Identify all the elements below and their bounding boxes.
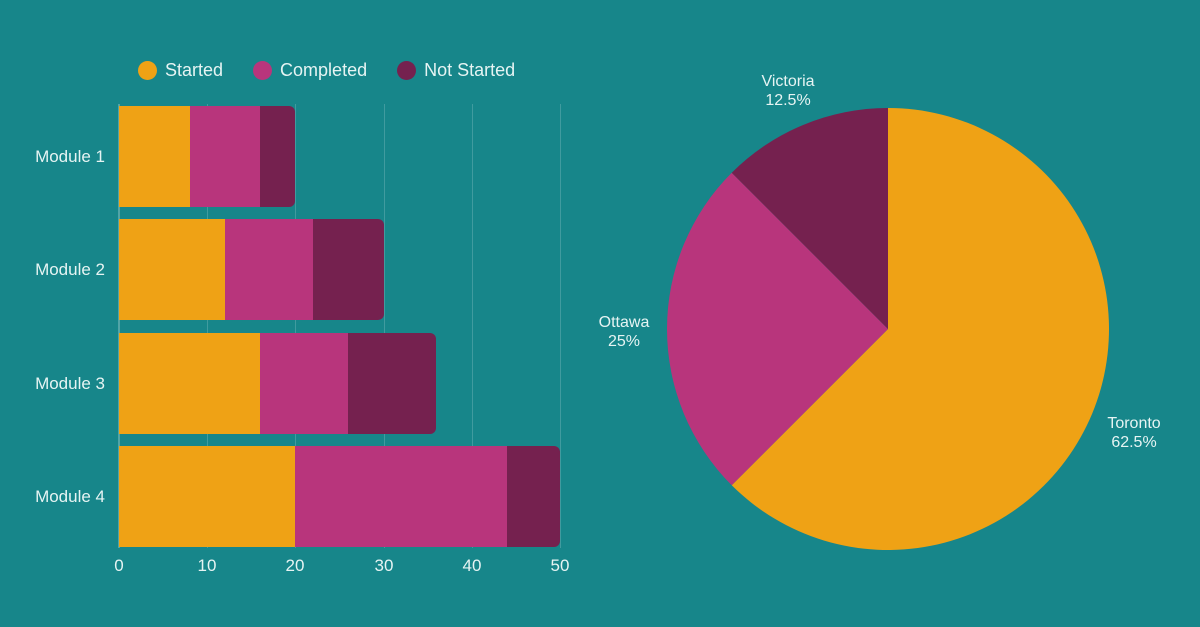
pie-label-toronto: Toronto 62.5% [1107, 414, 1160, 452]
segment-not-started [348, 333, 437, 434]
slice-name: Toronto [1107, 415, 1161, 432]
x-tick-label: 0 [114, 556, 124, 575]
slice-name: Ottawa [598, 314, 650, 331]
bar-module [119, 446, 560, 547]
pie-slice-victoria [731, 108, 888, 329]
gridline [384, 104, 385, 548]
legend-item-completed: Completed [253, 60, 367, 81]
pie-slice-ottawa [667, 172, 888, 486]
category-label: Module 1 [35, 147, 105, 166]
gridline [207, 104, 208, 548]
category-label: Module 2 [35, 260, 105, 279]
segment-not-started [260, 106, 296, 207]
legend-label: Not Started [424, 60, 516, 80]
segment-completed [295, 446, 508, 547]
legend-label: Completed [280, 60, 368, 80]
legend-dot-icon [397, 61, 417, 80]
segment-completed [224, 219, 314, 320]
legend-dot-icon [253, 61, 273, 80]
y-axis-line [118, 104, 120, 548]
bar-module [119, 219, 384, 320]
category-label: Module 3 [35, 374, 105, 393]
gridline [472, 104, 473, 548]
legend-item-not-started: Not Started [397, 60, 515, 81]
pie-label-ottawa: Ottawa 25% [599, 313, 650, 351]
gridline [295, 104, 296, 548]
category-label: Module 4 [35, 487, 105, 506]
slice-percent: 25% [607, 333, 641, 350]
gridline [560, 104, 561, 548]
legend-item-started: Started [138, 60, 223, 81]
pie-slice-toronto [731, 108, 1110, 550]
segment-not-started [313, 219, 384, 320]
legend-label: Started [165, 60, 224, 80]
x-tick-label: 50 [550, 556, 570, 575]
segment-started [119, 219, 225, 320]
segment-not-started [507, 446, 560, 547]
x-tick-label: 10 [197, 556, 217, 575]
slice-percent: 12.5% [765, 92, 811, 109]
segment-started [119, 106, 190, 207]
segment-started [119, 446, 296, 547]
x-tick-label: 40 [462, 556, 482, 575]
segment-completed [260, 333, 349, 434]
bar-module [119, 333, 437, 434]
legend-dot-icon [138, 61, 157, 80]
bar-chart-legend: Started Completed Not Started [138, 60, 545, 81]
slice-name: Victoria [761, 73, 815, 90]
segment-completed [189, 106, 261, 207]
bar-module [119, 106, 296, 207]
segment-started [119, 333, 261, 434]
pie-label-victoria: Victoria 12.5% [761, 72, 814, 110]
x-tick-label: 30 [374, 556, 394, 575]
slice-percent: 62.5% [1111, 434, 1157, 451]
x-tick-label: 20 [285, 556, 305, 575]
